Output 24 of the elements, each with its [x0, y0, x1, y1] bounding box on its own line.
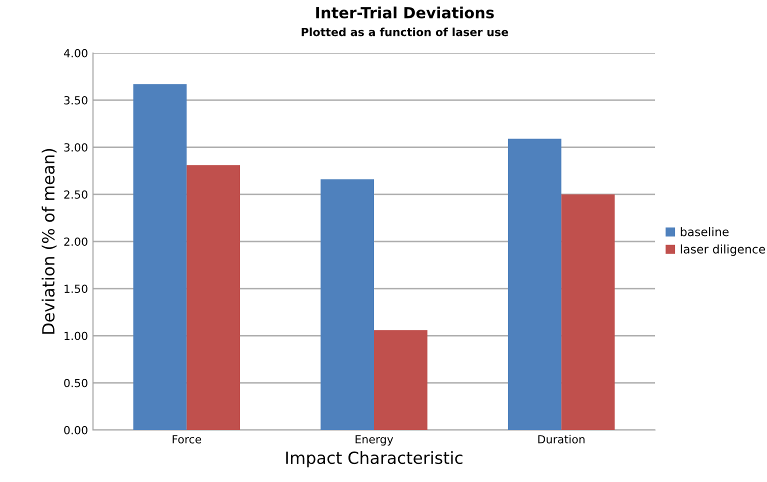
x-tick-label: Energy [356, 435, 394, 446]
x-tick-label: Duration [538, 434, 585, 444]
bar [320, 179, 374, 430]
y-tick-label: 2.00 [64, 237, 88, 246]
legend-label: laser diligence [680, 244, 766, 256]
bar [133, 84, 187, 430]
legend-label: baseline [680, 227, 729, 236]
bar [374, 330, 428, 430]
bar [508, 138, 562, 430]
x-axis-title: Impact Characteristic [286, 451, 462, 468]
y-tick-label: 1.50 [64, 284, 88, 294]
y-axis-title: Deviation (% of mean) [42, 149, 57, 334]
bar [186, 165, 240, 430]
x-tick-label: Force [172, 435, 202, 444]
y-tick-label: 2.50 [64, 190, 88, 199]
y-tick-label: 4.00 [64, 48, 88, 58]
y-tick-label: 1.00 [64, 332, 88, 340]
y-tick-label: 3.00 [64, 143, 88, 152]
y-tick-label: 0.00 [64, 426, 88, 434]
chart-title: Inter-Trial Deviations [316, 6, 494, 18]
y-tick-label: 3.50 [64, 96, 88, 105]
y-tick-label: 0.50 [64, 378, 88, 388]
chart-subtitle: Plotted as a function of laser use [302, 28, 508, 36]
bar [561, 194, 615, 430]
